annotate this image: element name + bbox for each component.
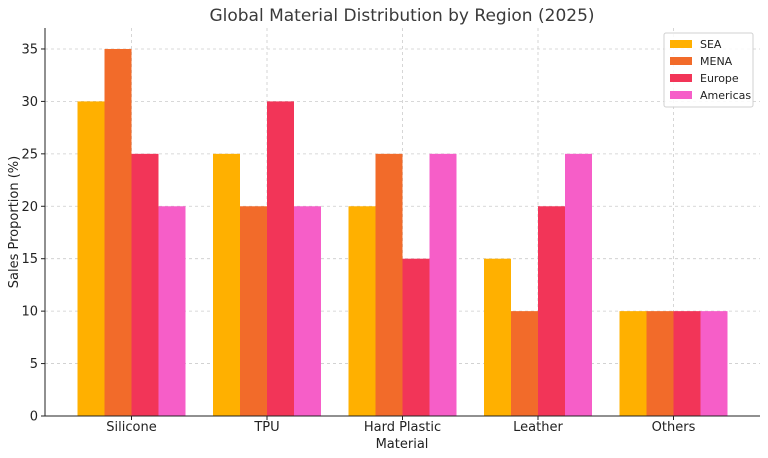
bar-sea-silicone [77,101,105,417]
y-tick-label: 15 [21,252,38,267]
y-tick-label: 5 [30,357,38,372]
legend-swatch [670,91,692,99]
bar-mena-silicone [104,48,132,417]
bar-sea-others [619,311,647,416]
bar-americas-hard-plastic [429,153,457,417]
chart-title: Global Material Distribution by Region (… [209,6,594,26]
bar-americas-silicone [158,206,186,416]
bar-sea-hard-plastic [348,206,376,416]
bar-americas-tpu [294,206,321,416]
bars [77,48,728,417]
bar-americas-leather [565,153,592,417]
bar-mena-tpu [240,206,267,416]
legend-label: Americas [700,89,751,102]
y-tick-label: 20 [21,200,38,215]
bar-mena-leather [511,311,538,416]
x-tick-label: Leather [513,420,563,435]
x-tick-label: Hard Plastic [364,420,441,435]
bar-sea-leather [484,258,511,416]
y-axis-label: Sales Proportion (%) [7,156,22,288]
x-axis-label: Material [376,437,429,452]
legend-swatch [670,40,692,48]
bar-europe-tpu [267,101,294,417]
legend: SEA MENA Europe Americas [663,32,754,108]
bar-americas-others [700,311,728,416]
bar-mena-hard-plastic [375,153,403,417]
legend-label: Europe [700,72,739,85]
legend-label: MENA [700,55,733,68]
bar-europe-hard-plastic [402,258,430,416]
bar-europe-others [673,311,701,416]
y-tick-label: 0 [30,410,38,425]
bar-europe-silicone [131,153,159,417]
legend-swatch [670,57,692,65]
bar-sea-tpu [213,153,240,417]
bar-mena-others [646,311,674,416]
y-tick-label: 35 [21,42,38,57]
x-tick-label: TPU [253,420,279,435]
legend-swatch [670,74,692,82]
y-tick-label: 10 [21,305,38,320]
ticks: 0 5 10 15 20 25 30 35 Silicone TPU Hard Plastic Lea… [21,42,695,435]
bar-europe-leather [538,206,565,416]
legend-label: SEA [700,38,722,51]
x-tick-label: Others [652,420,696,435]
y-tick-label: 30 [21,95,38,110]
y-tick-label: 25 [21,147,38,162]
x-tick-label: Silicone [106,420,156,435]
legend-box [663,32,754,108]
